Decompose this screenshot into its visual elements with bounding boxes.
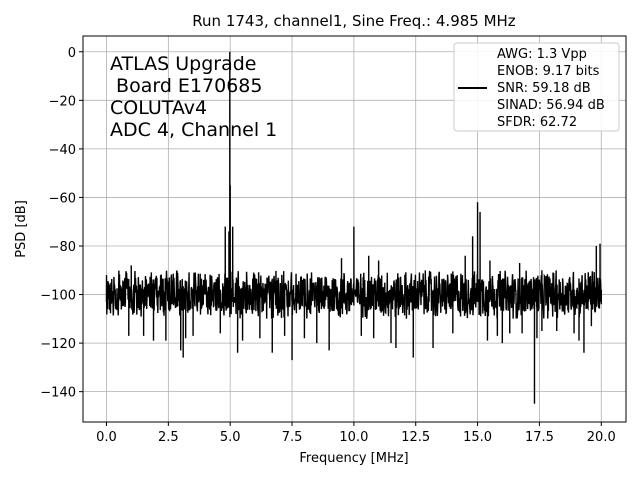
x-tick-label: 0.0 (96, 430, 117, 445)
legend-line-4: SINAD: 56.94 dB (497, 98, 605, 113)
legend-line-3: SNR: 59.18 dB (497, 81, 591, 96)
legend-line-2: ENOB: 9.17 bits (497, 64, 600, 79)
x-tick-label: 17.5 (525, 430, 554, 445)
y-tick-label: 0 (68, 46, 76, 61)
y-axis-label: PSD [dB] (14, 200, 29, 258)
y-tick-label: −20 (49, 94, 76, 109)
y-tick-label: −60 (49, 191, 76, 206)
legend-line-1: AWG: 1.3 Vpp (497, 47, 587, 62)
y-tick-label: −40 (49, 143, 76, 158)
legend-frame (453, 42, 620, 132)
x-tick-label: 2.5 (158, 430, 179, 445)
x-axis-ticks: 0.0 2.5 5.0 7.5 10.0 12.5 15.0 17.5 20.0 (96, 422, 616, 445)
annotation-line-4: ADC 4, Channel 1 (110, 119, 277, 141)
annotation-line-3: COLUTAv4 (110, 97, 207, 119)
psd-series-line (105, 51, 603, 404)
annotation-line-1: ATLAS Upgrade (110, 53, 256, 75)
x-axis-label: Frequency [MHz] (299, 451, 408, 466)
psd-trace (105, 51, 603, 404)
y-tick-label: −120 (40, 337, 76, 352)
chart-title: Run 1743, channel1, Sine Freq.: 4.985 MH… (192, 12, 516, 30)
y-axis-ticks: 0 −20 −40 −60 −80 −100 −120 −140 (40, 46, 83, 401)
plot-frame (82, 35, 627, 423)
y-tick-label: −100 (40, 289, 76, 304)
x-tick-label: 12.5 (401, 430, 430, 445)
y-tick-label: −140 (40, 386, 76, 401)
x-tick-label: 7.5 (282, 430, 303, 445)
x-tick-label: 10.0 (339, 430, 368, 445)
x-tick-label: 15.0 (463, 430, 492, 445)
y-tick-label: −80 (49, 240, 76, 255)
x-tick-label: 5.0 (220, 430, 241, 445)
x-tick-label: 20.0 (587, 430, 616, 445)
legend: AWG: 1.3 Vpp ENOB: 9.17 bits SNR: 59.18 … (453, 42, 620, 132)
annotation-box: ATLAS Upgrade Board E170685 COLUTAv4 ADC… (110, 53, 277, 141)
legend-line-5: SFDR: 62.72 (497, 115, 577, 130)
annotation-line-2: Board E170685 (110, 75, 262, 97)
